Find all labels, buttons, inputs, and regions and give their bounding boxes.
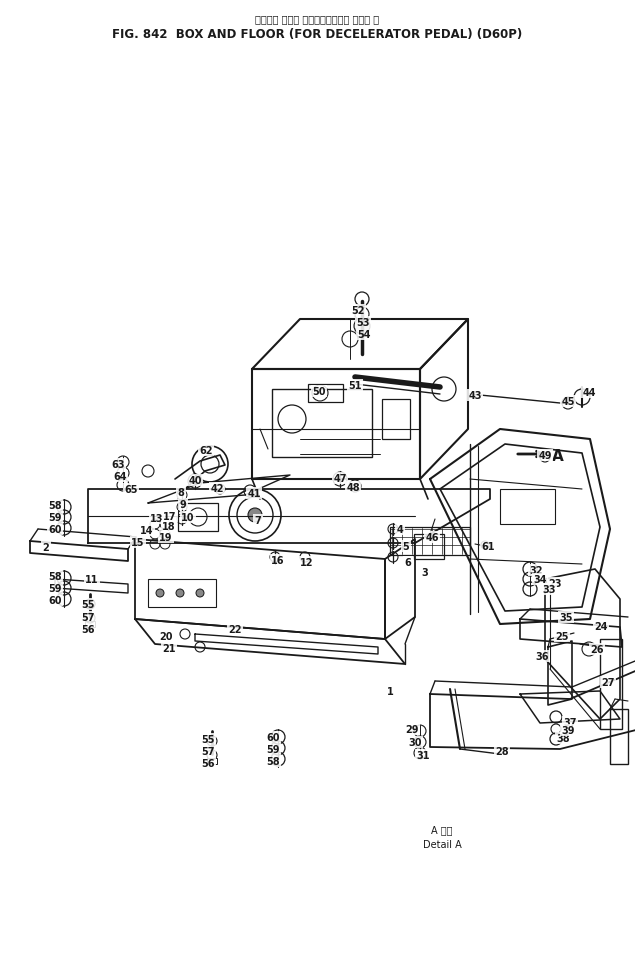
Text: 48: 48 bbox=[346, 482, 360, 492]
Text: 28: 28 bbox=[495, 747, 509, 756]
Text: 31: 31 bbox=[417, 751, 430, 760]
Text: 33: 33 bbox=[542, 584, 556, 595]
Circle shape bbox=[176, 589, 184, 598]
Text: 6: 6 bbox=[404, 557, 411, 567]
Text: 54: 54 bbox=[358, 330, 371, 339]
Text: 1: 1 bbox=[387, 686, 393, 697]
Text: 45: 45 bbox=[561, 397, 575, 407]
Text: 57: 57 bbox=[81, 612, 95, 623]
Bar bbox=[390, 528, 470, 555]
Text: 65: 65 bbox=[124, 484, 138, 495]
Text: 53: 53 bbox=[356, 318, 370, 328]
Text: 60: 60 bbox=[266, 732, 280, 742]
Text: 15: 15 bbox=[131, 537, 145, 548]
Text: 4: 4 bbox=[397, 525, 403, 534]
Text: 49: 49 bbox=[538, 451, 552, 460]
Text: 59: 59 bbox=[48, 512, 62, 523]
Text: 57: 57 bbox=[201, 747, 215, 756]
Text: 41: 41 bbox=[247, 488, 261, 499]
Text: 58: 58 bbox=[48, 572, 62, 581]
Text: 51: 51 bbox=[348, 381, 362, 390]
Text: 19: 19 bbox=[159, 532, 173, 542]
Text: 3: 3 bbox=[422, 567, 429, 578]
Circle shape bbox=[248, 508, 262, 523]
Text: 44: 44 bbox=[582, 387, 596, 398]
Text: 16: 16 bbox=[271, 555, 284, 565]
Text: 59: 59 bbox=[48, 583, 62, 593]
Bar bbox=[414, 534, 444, 559]
Text: 35: 35 bbox=[559, 612, 573, 623]
Text: A 詳細: A 詳細 bbox=[431, 825, 453, 834]
Text: 56: 56 bbox=[201, 758, 215, 768]
Text: 38: 38 bbox=[556, 733, 570, 743]
Text: 26: 26 bbox=[591, 644, 604, 654]
Text: 37: 37 bbox=[563, 717, 577, 727]
Text: 29: 29 bbox=[405, 725, 418, 734]
Text: 8: 8 bbox=[178, 487, 184, 498]
Text: 52: 52 bbox=[351, 306, 364, 315]
Text: 30: 30 bbox=[408, 737, 422, 748]
Text: 23: 23 bbox=[548, 579, 562, 588]
Circle shape bbox=[354, 319, 370, 334]
Text: 14: 14 bbox=[140, 526, 154, 535]
Text: 61: 61 bbox=[481, 541, 495, 552]
Text: 5: 5 bbox=[403, 541, 410, 552]
Text: 62: 62 bbox=[199, 446, 213, 456]
Text: 58: 58 bbox=[48, 501, 62, 510]
Text: 13: 13 bbox=[150, 513, 164, 524]
Bar bbox=[178, 504, 218, 531]
Text: 25: 25 bbox=[555, 631, 569, 641]
Bar bbox=[148, 579, 216, 607]
Text: 58: 58 bbox=[266, 756, 280, 766]
Bar bbox=[207, 758, 217, 764]
Text: 2: 2 bbox=[43, 542, 50, 553]
Text: 60: 60 bbox=[48, 596, 62, 605]
Text: 63: 63 bbox=[111, 459, 124, 470]
Text: 39: 39 bbox=[561, 726, 575, 735]
Text: 12: 12 bbox=[300, 557, 314, 567]
Text: 36: 36 bbox=[535, 652, 549, 661]
Text: 46: 46 bbox=[425, 532, 439, 542]
Text: FIG. 842  BOX AND FLOOR (FOR DECELERATOR PEDAL) (D60P): FIG. 842 BOX AND FLOOR (FOR DECELERATOR … bbox=[112, 28, 522, 41]
Text: 42: 42 bbox=[210, 483, 224, 494]
Text: 34: 34 bbox=[533, 575, 547, 584]
Bar bbox=[500, 489, 555, 525]
Text: 11: 11 bbox=[85, 575, 99, 584]
Text: 64: 64 bbox=[113, 472, 127, 481]
Text: 24: 24 bbox=[594, 622, 608, 631]
Text: 60: 60 bbox=[48, 525, 62, 534]
Text: 32: 32 bbox=[529, 565, 543, 576]
Text: 20: 20 bbox=[159, 631, 173, 641]
Text: 55: 55 bbox=[81, 600, 95, 609]
Text: 9: 9 bbox=[180, 500, 187, 509]
Bar bbox=[85, 622, 95, 628]
Text: ボックス および フロア　デクセル ペダル 用: ボックス および フロア デクセル ペダル 用 bbox=[255, 14, 379, 24]
Text: 43: 43 bbox=[468, 390, 482, 401]
Text: 18: 18 bbox=[162, 522, 176, 531]
Text: 56: 56 bbox=[81, 625, 95, 634]
Text: 50: 50 bbox=[312, 386, 326, 397]
Text: 17: 17 bbox=[163, 511, 177, 522]
Text: 10: 10 bbox=[181, 512, 195, 523]
Text: 59: 59 bbox=[266, 744, 280, 754]
Text: 21: 21 bbox=[163, 643, 176, 653]
Bar bbox=[308, 384, 343, 403]
Bar bbox=[272, 389, 372, 457]
Text: 27: 27 bbox=[601, 678, 615, 687]
Bar bbox=[382, 400, 410, 439]
Text: A: A bbox=[552, 449, 564, 464]
Bar bbox=[610, 709, 628, 764]
Text: 7: 7 bbox=[255, 515, 262, 526]
Text: Detail A: Detail A bbox=[423, 839, 462, 850]
Circle shape bbox=[156, 589, 164, 598]
Text: 40: 40 bbox=[188, 476, 202, 485]
Text: 47: 47 bbox=[333, 474, 347, 483]
Bar bbox=[600, 639, 622, 729]
Text: 22: 22 bbox=[228, 625, 242, 634]
Circle shape bbox=[196, 589, 204, 598]
Text: 55: 55 bbox=[201, 734, 215, 744]
